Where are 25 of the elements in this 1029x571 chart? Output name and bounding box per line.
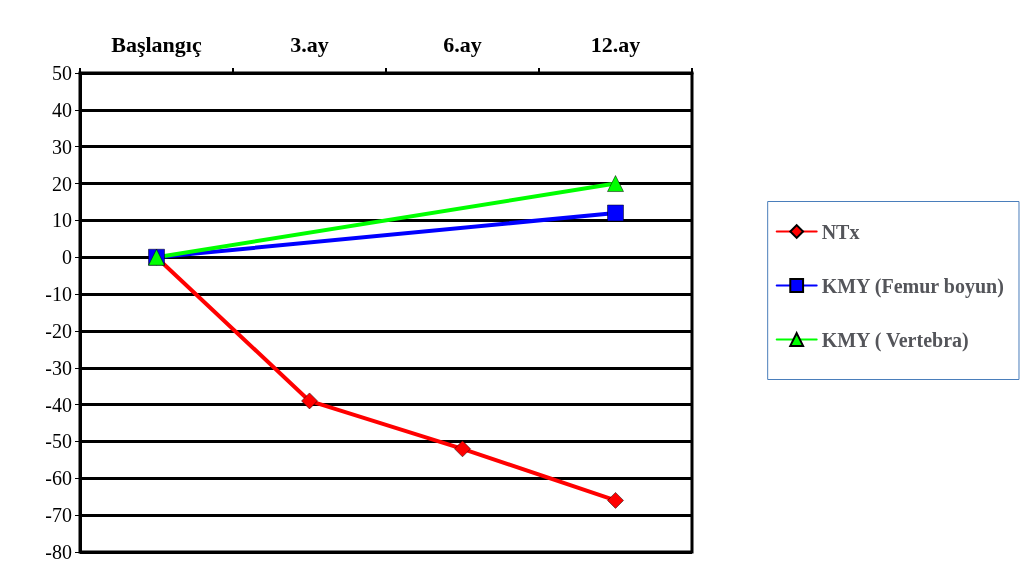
point bbox=[454, 440, 471, 458]
y-tick-label: -10 bbox=[45, 283, 72, 306]
y-tick-label: 20 bbox=[52, 172, 72, 195]
y-tick-label: 40 bbox=[52, 98, 72, 121]
y-tick-label: -60 bbox=[45, 467, 72, 490]
legend-label: KMY ( Vertebra) bbox=[821, 328, 969, 352]
y-tick-label: 10 bbox=[52, 209, 72, 232]
point bbox=[607, 204, 624, 222]
x-tick-label: 6.ay bbox=[443, 31, 482, 57]
y-tick-label: 30 bbox=[52, 135, 72, 158]
x-tick-label: Başlangıç bbox=[111, 31, 202, 57]
y-tick-label: 50 bbox=[52, 62, 72, 84]
point bbox=[607, 492, 624, 509]
y-tick-label: -40 bbox=[45, 393, 72, 416]
legend-label: NTx bbox=[821, 220, 860, 243]
legend-label: KMY (Femur boyun) bbox=[821, 274, 1004, 298]
y-tick-label: 0 bbox=[62, 246, 72, 269]
x-tick-label: 3.ay bbox=[290, 31, 329, 57]
x-tick-label: 12.ay bbox=[590, 31, 641, 57]
y-tick-label: -20 bbox=[45, 319, 72, 342]
y-tick-label: -80 bbox=[45, 541, 72, 563]
point bbox=[301, 392, 318, 410]
y-tick-label: -50 bbox=[45, 430, 72, 453]
y-tick-label: -30 bbox=[45, 356, 72, 379]
y-tick-label: -70 bbox=[45, 504, 72, 527]
